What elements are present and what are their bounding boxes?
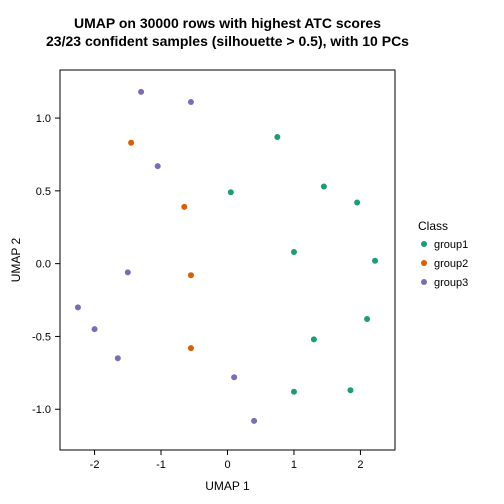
x-tick-label: -2 <box>90 459 100 471</box>
legend-swatch <box>421 260 427 266</box>
y-tick-label: -0.5 <box>32 331 51 343</box>
legend-title: Class <box>418 219 448 233</box>
scatter-point <box>188 99 194 105</box>
x-tick-label: 0 <box>224 459 230 471</box>
scatter-point <box>228 189 234 195</box>
x-tick-label: 2 <box>357 459 363 471</box>
scatter-point <box>372 258 378 264</box>
scatter-point <box>155 163 161 169</box>
scatter-point <box>128 140 134 146</box>
x-tick-label: -1 <box>156 459 166 471</box>
y-tick-label: 0.0 <box>36 259 51 271</box>
legend-item-label: group3 <box>434 277 468 289</box>
chart-container: { "canvas": { "width": 504, "height": 50… <box>0 0 504 504</box>
y-tick-label: 1.0 <box>36 113 51 125</box>
scatter-point <box>138 89 144 95</box>
y-axis-label: UMAP 2 <box>9 237 23 282</box>
scatter-point <box>75 304 81 310</box>
legend-swatch <box>421 279 427 285</box>
scatter-point <box>115 355 121 361</box>
scatter-point <box>274 134 280 140</box>
scatter-point <box>354 199 360 205</box>
scatter-point <box>251 418 257 424</box>
umap-scatter-chart: UMAP on 30000 rows with highest ATC scor… <box>0 0 504 504</box>
scatter-point <box>125 269 131 275</box>
scatter-point <box>181 204 187 210</box>
y-tick-label: -1.0 <box>32 404 51 416</box>
chart-background <box>0 0 504 504</box>
x-axis-label: UMAP 1 <box>205 479 250 493</box>
legend-item-label: group1 <box>434 239 468 251</box>
scatter-point <box>347 387 353 393</box>
legend-swatch <box>421 241 427 247</box>
y-tick-label: 0.5 <box>36 186 51 198</box>
chart-title-line1: UMAP on 30000 rows with highest ATC scor… <box>74 15 381 31</box>
legend-item-label: group2 <box>434 258 468 270</box>
x-tick-label: 1 <box>291 459 297 471</box>
scatter-point <box>188 345 194 351</box>
chart-title-line2: 23/23 confident samples (silhouette > 0.… <box>46 33 409 49</box>
scatter-point <box>291 389 297 395</box>
scatter-point <box>92 326 98 332</box>
scatter-point <box>291 249 297 255</box>
scatter-point <box>321 183 327 189</box>
scatter-point <box>364 316 370 322</box>
scatter-point <box>231 374 237 380</box>
scatter-point <box>188 272 194 278</box>
scatter-point <box>311 336 317 342</box>
